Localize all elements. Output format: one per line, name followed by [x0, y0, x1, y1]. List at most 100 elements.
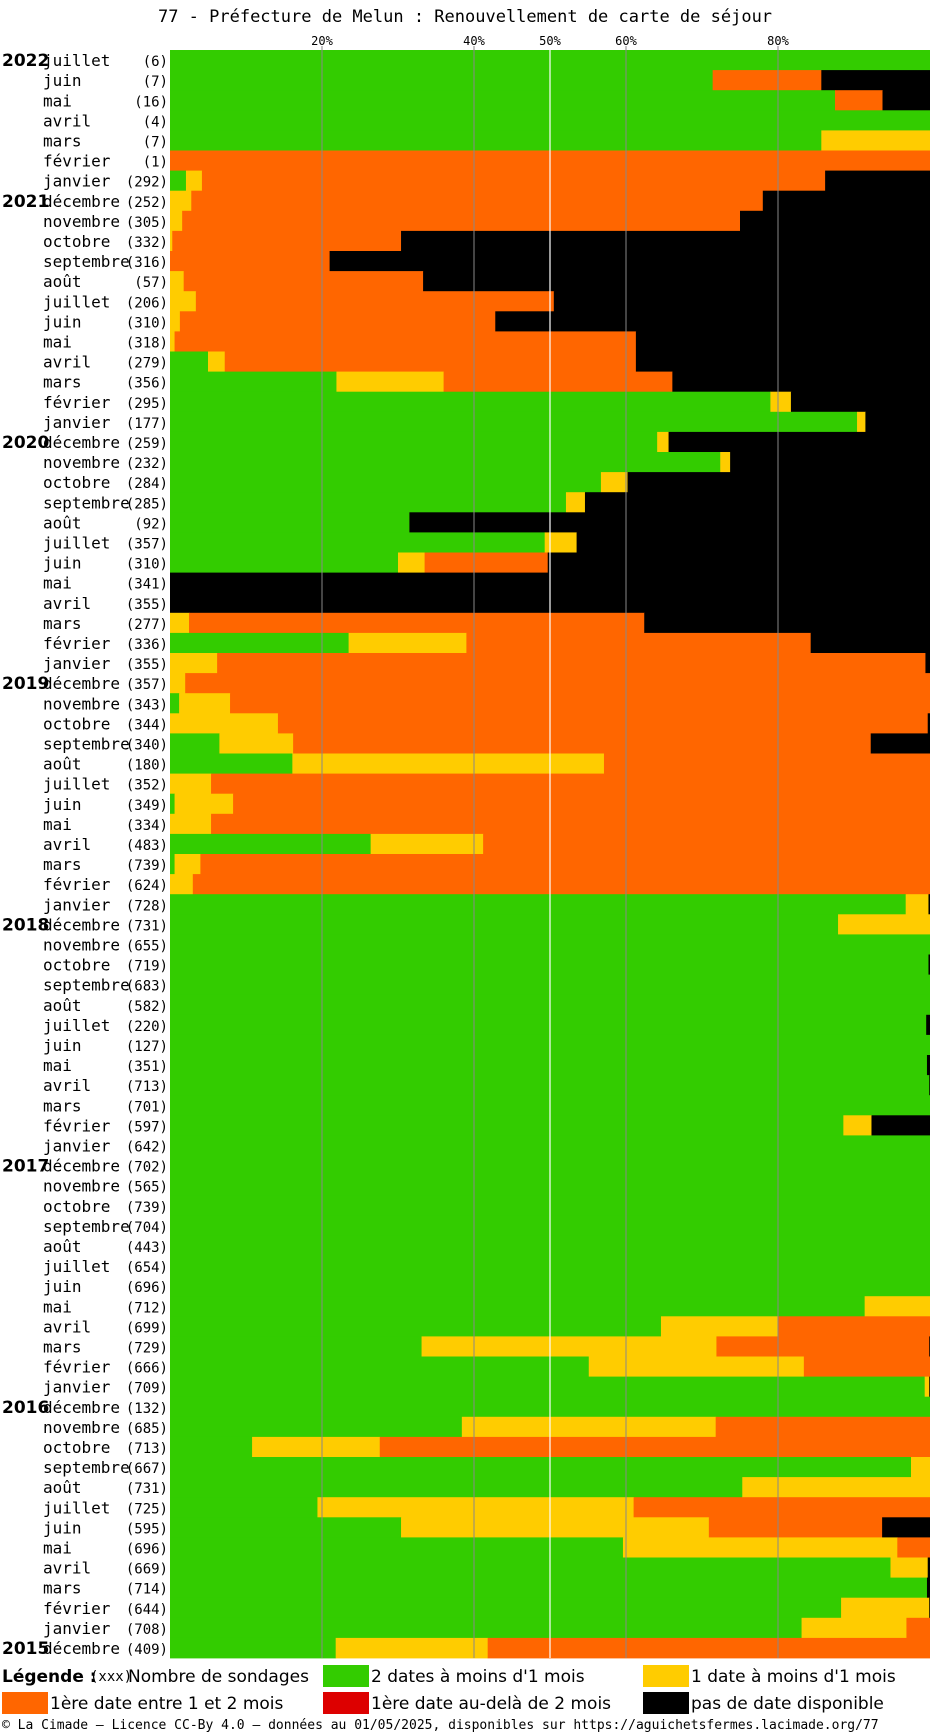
month-label: septembre: [43, 493, 130, 512]
count-label: (6): [143, 54, 168, 70]
bar-segment: [668, 431, 930, 453]
month-label: août: [43, 1478, 82, 1497]
month-label: mai: [43, 815, 72, 834]
month-label: octobre: [43, 956, 110, 975]
bar-segment: [170, 1497, 318, 1518]
bar-segment: [882, 1517, 930, 1538]
count-label: (739): [126, 858, 168, 874]
month-label: octobre: [43, 473, 110, 492]
month-label: décembre: [43, 192, 120, 211]
month-label: décembre: [43, 433, 120, 452]
bar-segment: [622, 1537, 898, 1558]
bar-segment: [924, 1376, 930, 1398]
bar-segment: [170, 1356, 590, 1377]
bar-segment: [174, 331, 637, 352]
count-label: (654): [126, 1260, 168, 1276]
bar-segment: [841, 1597, 930, 1619]
month-label: octobre: [43, 1438, 110, 1457]
bar-segment: [170, 612, 190, 634]
count-label: (284): [126, 476, 168, 492]
bar-segment: [170, 693, 180, 714]
x-tick-label: 50%: [539, 34, 561, 48]
month-label: mai: [43, 1539, 72, 1558]
count-label: (7): [143, 135, 168, 151]
count-label: (595): [126, 1521, 168, 1537]
count-label: (316): [126, 255, 168, 271]
bar-segment: [857, 411, 866, 433]
bar-segment: [865, 411, 930, 433]
bar-segment: [487, 1637, 930, 1659]
month-label: février: [43, 875, 111, 894]
bar-segment: [200, 854, 930, 875]
count-label: (624): [126, 878, 168, 894]
count-label: (318): [126, 336, 168, 352]
bar-segment: [230, 693, 930, 714]
count-label: (704): [126, 1220, 168, 1236]
bar-segment: [423, 271, 930, 292]
x-tick-label: 80%: [767, 34, 789, 48]
count-label: (132): [126, 1401, 168, 1417]
count-label: (597): [126, 1119, 168, 1135]
bar-segment: [925, 653, 930, 674]
bar-segment: [409, 512, 930, 533]
bar-segment: [179, 311, 496, 332]
bar-segment: [716, 1336, 930, 1357]
month-label: mars: [43, 1096, 82, 1115]
month-label: août: [43, 513, 82, 532]
bar-segment: [170, 452, 721, 473]
count-label: (352): [126, 778, 168, 794]
bar-segment: [211, 773, 930, 795]
month-label: juillet: [43, 534, 110, 553]
month-label: août: [43, 755, 82, 774]
bar-segment: [443, 371, 673, 393]
count-label: (565): [126, 1180, 168, 1196]
month-label: mars: [43, 1338, 82, 1357]
month-label: novembre: [43, 1418, 120, 1437]
count-label: (351): [126, 1059, 168, 1075]
bar-segment: [897, 1537, 930, 1558]
year-label: 2016: [2, 1398, 49, 1418]
month-label: août: [43, 272, 82, 291]
month-label: novembre: [43, 694, 120, 713]
bar-segment: [170, 1557, 891, 1578]
bar-segment: [170, 894, 907, 915]
count-label: (305): [126, 215, 168, 231]
year-label: 2021: [2, 192, 49, 212]
year-label: 2018: [2, 915, 49, 935]
legend-item-yellow-label: 1 date à moins d'1 mois: [691, 1667, 896, 1687]
bar-segment: [790, 391, 930, 413]
legend-swatch-orange: [2, 1692, 48, 1714]
year-label: 2015: [2, 1639, 49, 1659]
bar-segment: [770, 391, 792, 413]
count-label: (7): [143, 74, 168, 90]
count-label: (4): [143, 114, 168, 130]
count-label: (343): [126, 697, 168, 713]
bar-segment: [170, 673, 186, 694]
month-label: janvier: [43, 413, 111, 432]
bar-segment: [317, 1497, 635, 1518]
bar-segment: [926, 1055, 930, 1076]
bar-segment: [928, 894, 930, 915]
bar-segment: [293, 733, 872, 754]
bar-segment: [170, 854, 176, 875]
bar-segment: [644, 612, 930, 634]
count-label: (259): [126, 436, 168, 452]
bar-segment: [170, 793, 176, 815]
bar-segment: [170, 1537, 624, 1558]
bar-segment: [742, 1477, 930, 1498]
month-label: juin: [43, 1277, 82, 1296]
bar-segment: [170, 1115, 844, 1136]
month-label: janvier: [43, 1619, 111, 1638]
bar-segment: [170, 813, 212, 835]
bar-segment: [379, 1436, 930, 1458]
month-label: décembre: [43, 1157, 120, 1176]
count-label: (285): [126, 496, 168, 512]
bars-group: [170, 50, 930, 1659]
bar-segment: [926, 1577, 930, 1599]
legend-count-symbol: (xxx): [90, 1669, 133, 1685]
month-label: avril: [43, 1317, 91, 1336]
legend-item-green-label: 2 dates à moins d'1 mois: [371, 1667, 585, 1687]
month-label: avril: [43, 594, 91, 613]
bar-segment: [565, 492, 586, 513]
